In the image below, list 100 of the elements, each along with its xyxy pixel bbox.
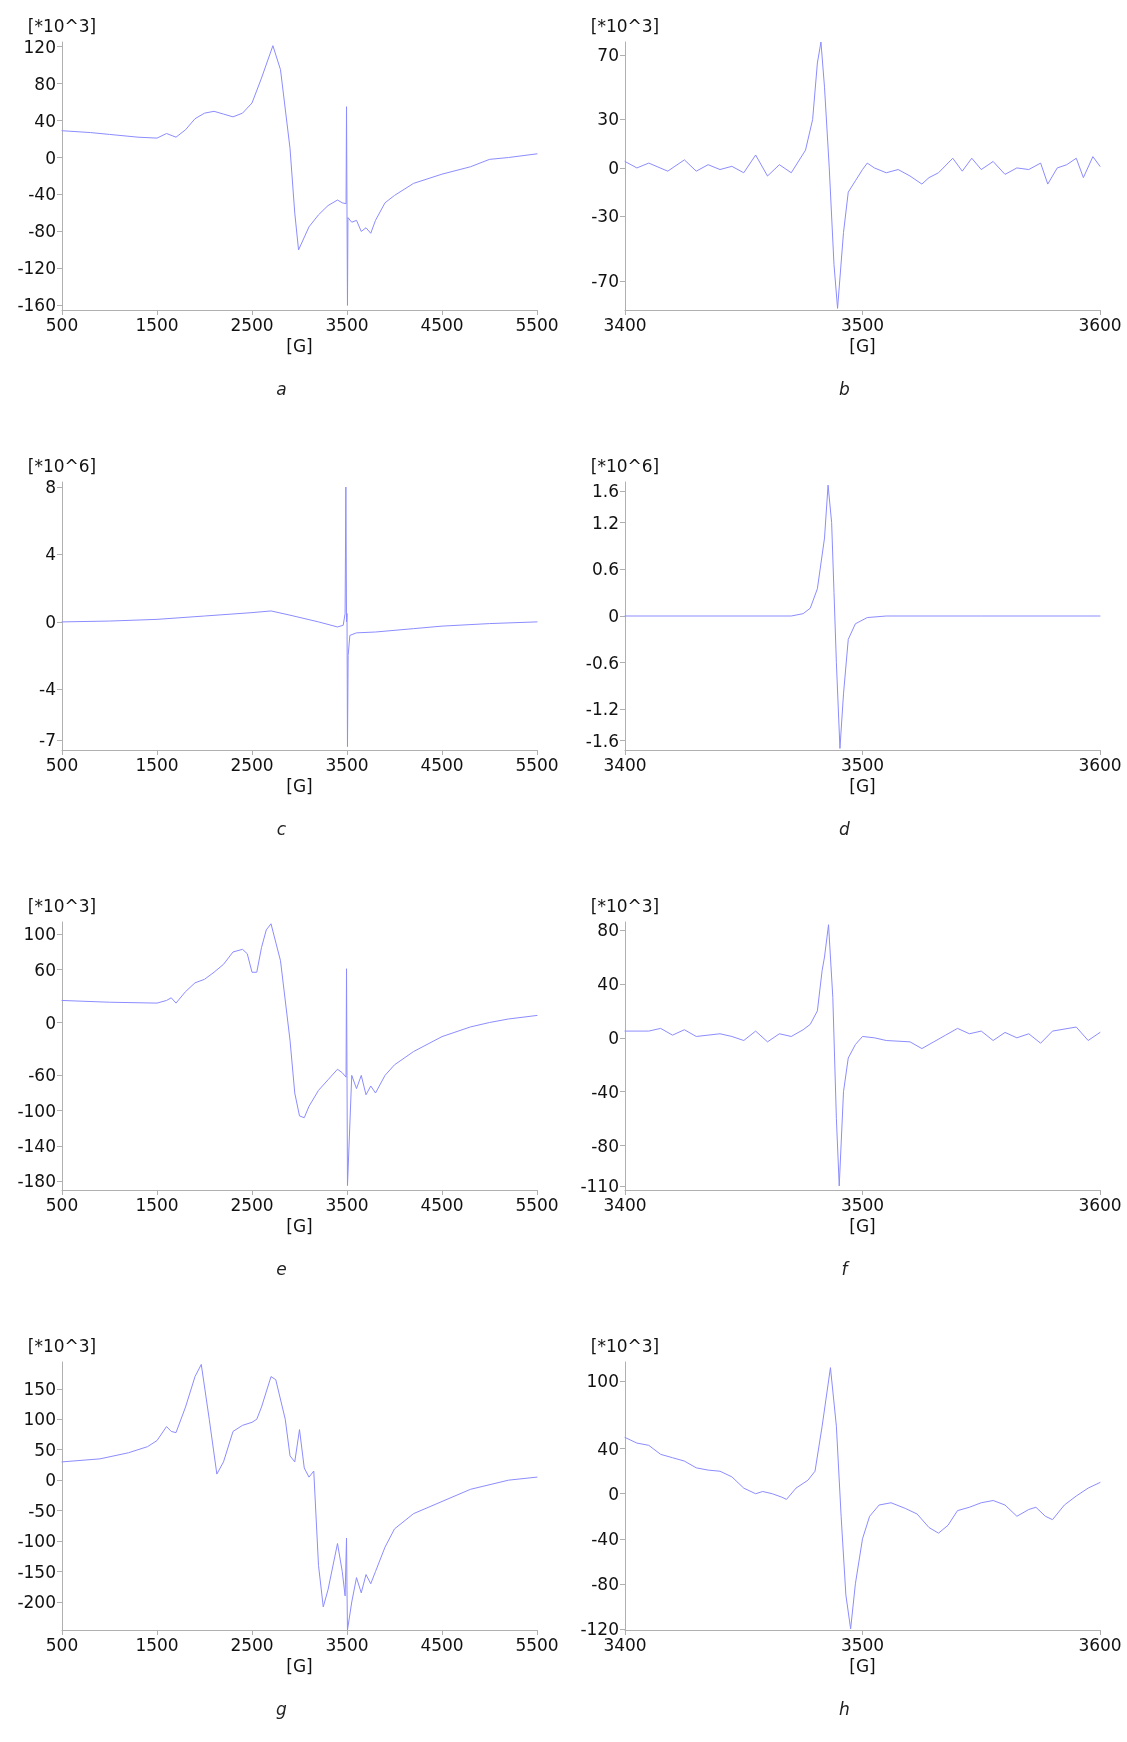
- x-tick-label: 2500: [230, 1194, 274, 1215]
- x-tick-label: 3600: [1078, 1634, 1122, 1655]
- y-tick-label: 80: [34, 73, 56, 94]
- text: b: [839, 378, 850, 399]
- x-axis-title: [G]: [286, 776, 313, 797]
- x-tick-label: 500: [45, 1634, 79, 1655]
- x-tick-label: 500: [45, 314, 79, 335]
- x-tick-label: 3600: [1078, 754, 1122, 775]
- y-tick-label: -110: [580, 1175, 619, 1196]
- y-tick-label: 120: [23, 36, 56, 57]
- y-tick-label: 80: [597, 920, 619, 941]
- y-tick-label: 100: [23, 1409, 56, 1430]
- x-axis-title: [G]: [849, 1216, 876, 1237]
- y-tick-label: 40: [597, 973, 619, 994]
- y-tick-label: 0: [45, 147, 56, 168]
- x-tick-label: 3500: [325, 314, 369, 335]
- text: c: [276, 818, 287, 839]
- y-tick-label: -100: [17, 1531, 56, 1552]
- y-tick-label: -160: [17, 295, 56, 316]
- y-axis-title: [*10^3]: [590, 895, 660, 916]
- x-tick-label: 3400: [603, 1194, 647, 1215]
- y-tick-label: 0: [45, 1470, 56, 1491]
- y-tick-label: -150: [17, 1561, 56, 1582]
- y-tick-label: 30: [597, 109, 619, 130]
- text: e: [276, 1258, 287, 1279]
- x-tick-label: 3600: [1078, 1194, 1122, 1215]
- y-tick-label: -30: [591, 206, 619, 227]
- x-tick-label: 1500: [135, 1194, 179, 1215]
- y-tick-label: -180: [17, 1171, 56, 1192]
- x-tick-label: 1500: [135, 1634, 179, 1655]
- y-tick-label: -40: [591, 1081, 619, 1102]
- text: g: [276, 1698, 288, 1719]
- y-tick-label: 50: [34, 1439, 56, 1460]
- y-tick-label: -80: [591, 1573, 619, 1594]
- y-tick-label: 0: [608, 1483, 619, 1504]
- y-axis-title: [*10^3]: [27, 895, 97, 916]
- y-tick-label: 4: [45, 544, 56, 565]
- y-tick-label: -7: [39, 729, 56, 750]
- x-tick-label: 3500: [840, 1194, 885, 1215]
- x-tick-label: 1500: [135, 314, 179, 335]
- y-tick-label: -60: [28, 1065, 56, 1086]
- y-tick-label: -40: [28, 184, 56, 205]
- y-tick-label: 0: [608, 606, 619, 626]
- y-tick-label: -1.2: [585, 699, 619, 720]
- x-tick-label: 5500: [515, 1634, 559, 1655]
- x-axis-title: [G]: [849, 776, 876, 797]
- y-tick-label: 40: [34, 110, 56, 131]
- y-tick-label: 0: [608, 1027, 619, 1048]
- y-tick-label: 100: [23, 924, 56, 945]
- x-tick-label: 2500: [230, 1634, 274, 1655]
- x-tick-label: 5500: [515, 1194, 559, 1215]
- y-tick-label: 0: [608, 157, 619, 178]
- y-tick-label: -120: [17, 258, 56, 279]
- x-tick-label: 5500: [515, 754, 559, 775]
- y-axis-title: [*10^3]: [590, 1335, 660, 1356]
- x-axis-title: [G]: [286, 336, 313, 357]
- x-tick-label: 5500: [515, 314, 559, 335]
- y-tick-label: 1.6: [591, 481, 619, 502]
- y-tick-label: 0: [45, 611, 56, 632]
- y-tick-label: -40: [591, 1528, 619, 1549]
- y-axis-title: [*10^3]: [27, 1335, 97, 1356]
- y-tick-label: -50: [28, 1500, 56, 1521]
- y-axis-title: [*10^3]: [27, 15, 97, 36]
- x-tick-label: 3400: [603, 314, 647, 335]
- text: d: [839, 818, 851, 839]
- x-tick-label: 500: [45, 1194, 79, 1215]
- x-tick-label: 3500: [325, 1194, 369, 1215]
- x-tick-label: 2500: [230, 754, 274, 775]
- y-tick-label: 100: [586, 1371, 619, 1392]
- y-tick-label: -80: [28, 221, 56, 242]
- x-tick-label: 3400: [603, 754, 647, 775]
- y-tick-label: 150: [23, 1378, 56, 1399]
- x-tick-label: 1500: [135, 754, 179, 775]
- y-axis-title: [*10^3]: [590, 15, 660, 36]
- y-axis-title: [*10^6]: [590, 455, 660, 476]
- y-tick-label: -1.6: [585, 730, 619, 751]
- line-series: [624, 924, 1101, 1187]
- y-tick-label: 1.2: [591, 512, 619, 533]
- x-tick-label: 3500: [840, 754, 885, 775]
- y-tick-label: -80: [591, 1135, 619, 1156]
- y-tick-label: -100: [17, 1100, 56, 1121]
- y-tick-label: -200: [17, 1591, 56, 1612]
- y-tick-label: -70: [591, 270, 619, 291]
- y-tick-label: 70: [597, 44, 619, 65]
- x-tick-label: 4500: [420, 314, 464, 335]
- y-tick-label: 60: [34, 959, 56, 980]
- text: h: [839, 1698, 850, 1719]
- x-tick-label: 4500: [420, 1634, 464, 1655]
- y-tick-label: -140: [17, 1135, 56, 1156]
- x-tick-label: 3500: [840, 314, 885, 335]
- x-tick-label: 3500: [840, 1634, 885, 1655]
- line-series: [61, 45, 538, 306]
- y-axis-title: [*10^6]: [27, 455, 97, 476]
- x-tick-label: 2500: [230, 314, 274, 335]
- x-tick-label: 3500: [325, 1634, 369, 1655]
- x-axis-title: [G]: [286, 1656, 313, 1677]
- y-tick-label: 0: [45, 1012, 56, 1033]
- x-tick-label: 4500: [420, 1194, 464, 1215]
- x-axis-title: [G]: [849, 336, 876, 357]
- y-tick-label: 0.6: [591, 559, 619, 580]
